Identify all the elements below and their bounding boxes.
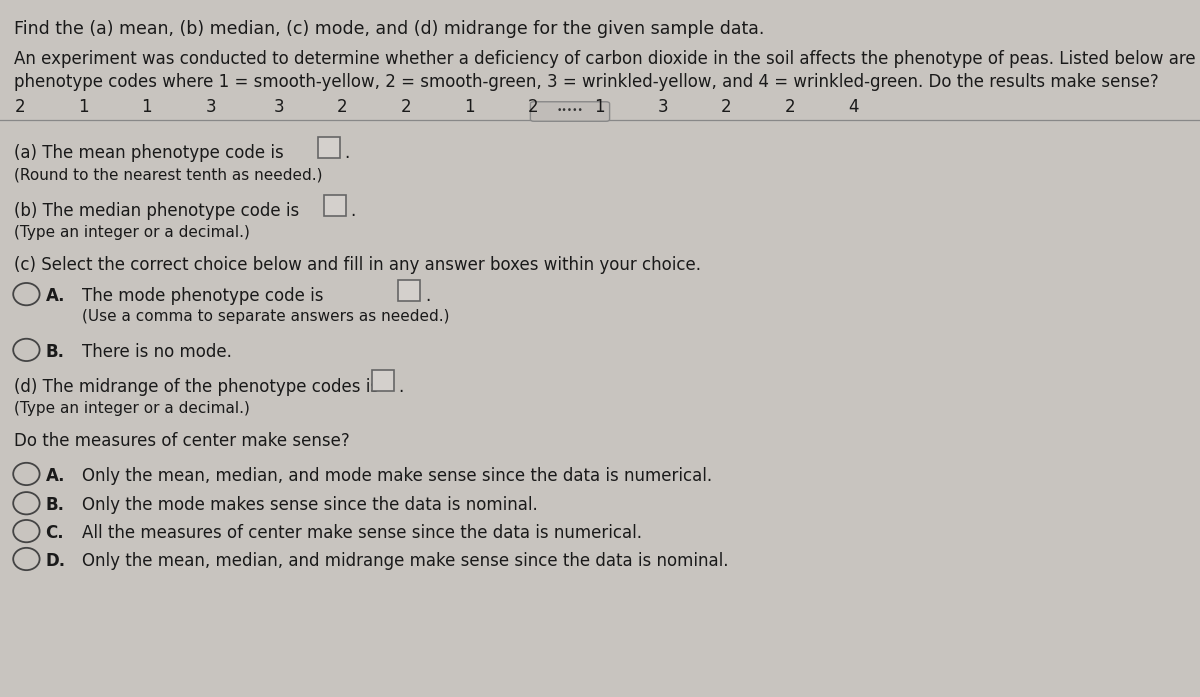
FancyBboxPatch shape bbox=[318, 137, 340, 158]
Text: (Use a comma to separate answers as needed.): (Use a comma to separate answers as need… bbox=[82, 309, 449, 325]
FancyBboxPatch shape bbox=[372, 370, 394, 392]
FancyBboxPatch shape bbox=[324, 194, 346, 216]
Text: Only the mode makes sense since the data is nominal.: Only the mode makes sense since the data… bbox=[82, 496, 538, 514]
Text: Do the measures of center make sense?: Do the measures of center make sense? bbox=[14, 432, 350, 450]
Text: 1: 1 bbox=[594, 98, 605, 116]
Text: C.: C. bbox=[46, 524, 65, 542]
Text: 3: 3 bbox=[205, 98, 216, 116]
FancyBboxPatch shape bbox=[530, 102, 610, 121]
Text: A.: A. bbox=[46, 287, 65, 305]
Text: A.: A. bbox=[46, 467, 65, 485]
Text: (a) The mean phenotype code is: (a) The mean phenotype code is bbox=[14, 144, 284, 162]
Text: phenotype codes where 1 = smooth-yellow, 2 = smooth-green, 3 = wrinkled-yellow, : phenotype codes where 1 = smooth-yellow,… bbox=[14, 73, 1159, 91]
Text: 2: 2 bbox=[337, 98, 348, 116]
FancyBboxPatch shape bbox=[398, 279, 420, 301]
Text: (Type an integer or a decimal.): (Type an integer or a decimal.) bbox=[14, 401, 251, 416]
Text: Only the mean, median, and mode make sense since the data is numerical.: Only the mean, median, and mode make sen… bbox=[82, 467, 712, 485]
Text: 1: 1 bbox=[78, 98, 89, 116]
Text: 3: 3 bbox=[658, 98, 668, 116]
Text: The mode phenotype code is: The mode phenotype code is bbox=[82, 287, 323, 305]
Text: All the measures of center make sense since the data is numerical.: All the measures of center make sense si… bbox=[82, 524, 642, 542]
Text: .: . bbox=[350, 202, 355, 220]
Text: 2: 2 bbox=[528, 98, 539, 116]
Text: An experiment was conducted to determine whether a deficiency of carbon dioxide : An experiment was conducted to determine… bbox=[14, 50, 1200, 68]
Text: .: . bbox=[425, 287, 430, 305]
Text: 4: 4 bbox=[848, 98, 859, 116]
Text: (c) Select the correct choice below and fill in any answer boxes within your cho: (c) Select the correct choice below and … bbox=[14, 256, 701, 274]
Text: (Round to the nearest tenth as needed.): (Round to the nearest tenth as needed.) bbox=[14, 167, 323, 183]
Text: (d) The midrange of the phenotype codes is: (d) The midrange of the phenotype codes … bbox=[14, 378, 379, 396]
Text: Only the mean, median, and midrange make sense since the data is nominal.: Only the mean, median, and midrange make… bbox=[82, 552, 728, 570]
Text: •••••: ••••• bbox=[557, 107, 583, 115]
Text: (Type an integer or a decimal.): (Type an integer or a decimal.) bbox=[14, 225, 251, 240]
Text: 2: 2 bbox=[14, 98, 25, 116]
Text: 1: 1 bbox=[464, 98, 475, 116]
Text: There is no mode.: There is no mode. bbox=[82, 343, 232, 361]
Text: .: . bbox=[344, 144, 349, 162]
Text: 2: 2 bbox=[401, 98, 412, 116]
Text: 3: 3 bbox=[274, 98, 284, 116]
Text: D.: D. bbox=[46, 552, 66, 570]
Text: 2: 2 bbox=[785, 98, 796, 116]
Text: .: . bbox=[398, 378, 403, 396]
Text: (b) The median phenotype code is: (b) The median phenotype code is bbox=[14, 202, 300, 220]
Text: 2: 2 bbox=[721, 98, 732, 116]
Text: 1: 1 bbox=[142, 98, 152, 116]
Text: B.: B. bbox=[46, 496, 65, 514]
Text: Find the (a) mean, (b) median, (c) mode, and (d) midrange for the given sample d: Find the (a) mean, (b) median, (c) mode,… bbox=[14, 20, 764, 38]
Text: B.: B. bbox=[46, 343, 65, 361]
